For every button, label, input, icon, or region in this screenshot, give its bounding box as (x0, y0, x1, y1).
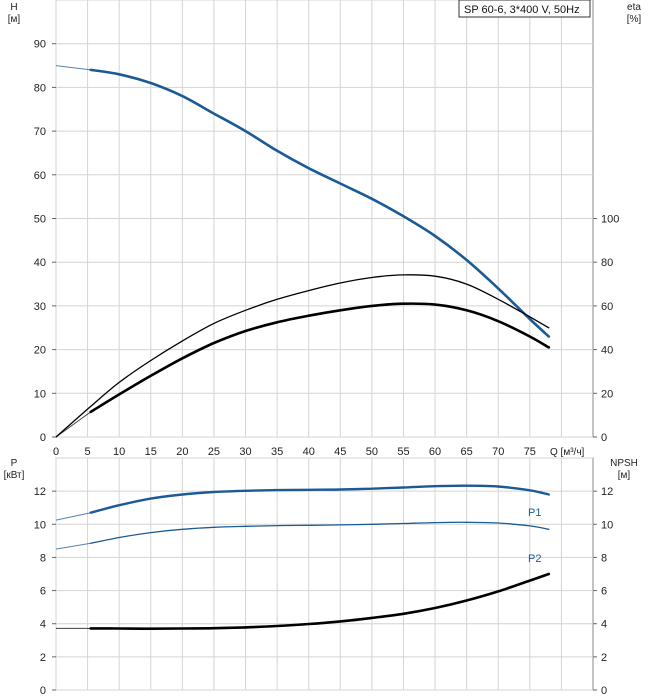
x-tick-label: 30 (239, 446, 251, 458)
top-left-axis-title: H (10, 2, 17, 13)
right-tick-label: 0 (601, 685, 607, 697)
x-tick-label: 50 (366, 446, 378, 458)
bottom-right-axis-unit: [м] (618, 470, 631, 481)
top-series (55, 65, 551, 438)
top-grid (55, 0, 594, 438)
bottom-right-axis-title: NPSH (610, 458, 638, 469)
bottom-left-axis-unit: [кВт] (4, 470, 25, 481)
left-tick-label: 80 (34, 82, 46, 94)
bottom-series (55, 484, 551, 630)
header-label-text: SP 60-6, 3*400 V, 50Hz (464, 4, 580, 16)
x-tick-label: 35 (271, 446, 283, 458)
series-line-NPSH (89, 572, 551, 630)
top-left-axis-unit: [м] (8, 14, 21, 25)
right-tick-label: 8 (601, 552, 607, 564)
left-tick-label: 10 (34, 388, 46, 400)
bottom-left-axis-title: P (11, 458, 18, 469)
x-tick-label: 60 (429, 446, 441, 458)
left-tick-label: 70 (34, 126, 46, 138)
left-tick-label: 4 (40, 619, 46, 631)
right-tick-label: 12 (601, 486, 613, 498)
series-line-eta_total (55, 274, 550, 438)
bottom-ticks: 0 2 4 6 8 10 12 0 2 4 6 8 10 12 (34, 486, 614, 697)
x-tick-label: 10 (113, 446, 125, 458)
plot-frame (55, 457, 594, 691)
right-tick-label: 0 (601, 432, 607, 444)
right-tick-label: 20 (601, 388, 613, 400)
left-tick-label: 20 (34, 345, 46, 357)
x-tick-label: 55 (397, 446, 409, 458)
left-tick-label: 2 (40, 652, 46, 664)
series-line-P2 (90, 521, 550, 544)
p1-series-label: P1 (528, 507, 541, 519)
series-line-H (89, 68, 551, 338)
series-extension-eta_pump (55, 411, 91, 438)
left-tick-label: 0 (40, 685, 46, 697)
top-right-axis-title: eta (627, 2, 641, 13)
left-tick-label: 10 (34, 519, 46, 531)
left-tick-label: 12 (34, 486, 46, 498)
left-tick-label: 6 (40, 586, 46, 598)
left-tick-label: 0 (40, 432, 46, 444)
x-tick-label: 0 (53, 446, 59, 458)
right-tick-label: 10 (601, 519, 613, 531)
x-tick-label: 70 (492, 446, 504, 458)
x-tick-label: 65 (461, 446, 473, 458)
x-tick-label: 45 (334, 446, 346, 458)
left-tick-label: 50 (34, 214, 46, 226)
header-label-box (458, 0, 591, 18)
right-tick-label: 6 (601, 586, 607, 598)
x-axis-title: Q [м³/ч] (550, 447, 585, 458)
left-tick-label: 8 (40, 552, 46, 564)
series-extension-P2 (55, 542, 91, 550)
right-tick-label: 60 (601, 301, 613, 313)
x-tick-label: 15 (145, 446, 157, 458)
x-tick-label: 20 (176, 446, 188, 458)
x-tick-label: 25 (208, 446, 220, 458)
p2-series-label: P2 (528, 553, 541, 565)
x-tick-label: 75 (524, 446, 536, 458)
left-tick-label: 30 (34, 301, 46, 313)
series-line-eta_pump (89, 302, 551, 414)
top-ticks: 0 10 20 30 40 50 60 70 80 90 0 20 40 60 80 100 0 5 10 15 20 2… (34, 39, 620, 458)
left-tick-label: 60 (34, 170, 46, 182)
x-tick-label: 40 (303, 446, 315, 458)
x-tick-label: 5 (85, 446, 91, 458)
left-tick-label: 90 (34, 39, 46, 51)
right-tick-label: 100 (601, 214, 619, 226)
right-tick-label: 2 (601, 652, 607, 664)
top-right-axis-unit: [%] (627, 14, 642, 25)
bottom-grid (55, 457, 594, 691)
right-tick-label: 80 (601, 257, 613, 269)
left-tick-label: 40 (34, 257, 46, 269)
series-line-P1 (89, 484, 550, 514)
series-extension-H (55, 65, 91, 71)
right-tick-label: 40 (601, 345, 613, 357)
series-extension-P1 (55, 512, 91, 521)
right-tick-label: 4 (601, 619, 607, 631)
